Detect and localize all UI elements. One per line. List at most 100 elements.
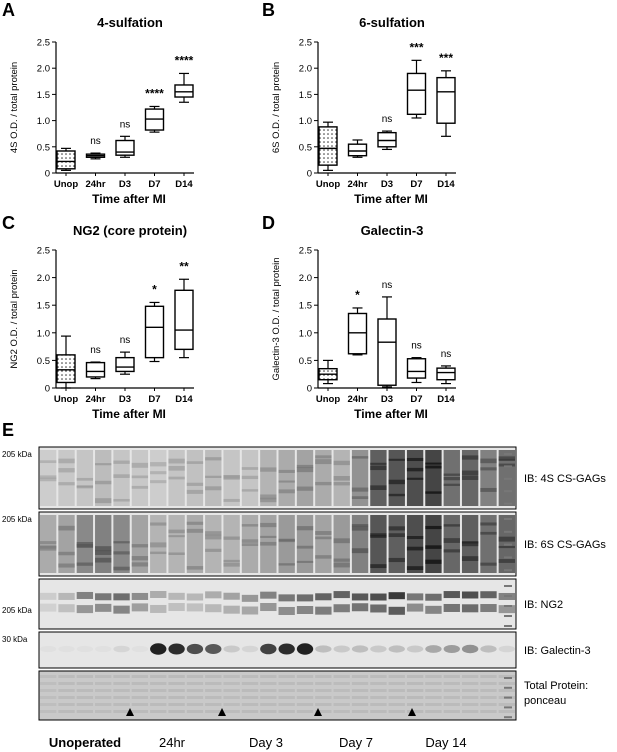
blot-band xyxy=(205,591,222,599)
blot-lane xyxy=(95,450,112,506)
blot-band xyxy=(205,682,222,685)
blot-band xyxy=(296,682,314,685)
y-tick-label: 2.5 xyxy=(37,246,50,257)
blot-row-frame xyxy=(38,578,517,630)
blot-band xyxy=(131,645,149,653)
blot-band xyxy=(388,682,405,685)
blot-band xyxy=(95,682,112,685)
blot-group-label: 24hr xyxy=(159,735,186,750)
blot-band xyxy=(241,675,259,678)
blot-band xyxy=(278,703,295,706)
blot-band xyxy=(223,562,240,567)
blot-band xyxy=(40,675,57,678)
blot-band xyxy=(260,696,277,699)
blot-band xyxy=(461,682,479,685)
blot-band xyxy=(223,645,240,653)
blot-band xyxy=(223,475,240,480)
blot-band xyxy=(480,675,497,678)
blot-band xyxy=(150,604,167,613)
blot-band xyxy=(498,682,515,685)
blot-band xyxy=(40,545,57,549)
blot-band xyxy=(168,682,185,685)
blot-band xyxy=(461,696,479,699)
blot-band xyxy=(205,644,222,654)
x-tick-label: Unop xyxy=(316,179,340,190)
blot-band xyxy=(333,460,350,466)
blot-band xyxy=(480,458,497,464)
blot-band xyxy=(260,675,277,678)
blot-band xyxy=(186,703,204,706)
blot-band xyxy=(150,542,167,548)
blot-band xyxy=(113,474,130,478)
blot-band xyxy=(223,682,240,685)
blot-band xyxy=(406,477,424,480)
blot-band xyxy=(351,548,369,554)
box-unop xyxy=(318,126,338,166)
blot-group-label: Day 7 xyxy=(339,735,373,750)
blot-band xyxy=(205,710,222,713)
blot-band xyxy=(260,710,277,713)
molecular-weight-marker: 30 kDa xyxy=(2,635,28,644)
blot-band xyxy=(241,606,259,615)
x-tick-label: 24hr xyxy=(85,394,105,405)
y-tick-label: 1.0 xyxy=(37,328,50,339)
blot-lane xyxy=(113,515,130,573)
blot-band xyxy=(296,696,314,699)
box-24hr xyxy=(85,361,106,378)
blot-band xyxy=(333,558,350,562)
blot-band xyxy=(315,710,332,713)
molecular-weight-marker: 205 kDa xyxy=(2,450,32,459)
blot-band xyxy=(260,497,277,503)
blot-band xyxy=(168,696,185,699)
blot-band xyxy=(498,605,515,614)
x-tick-label: D3 xyxy=(119,394,131,405)
blot-band xyxy=(241,467,259,470)
blot-band xyxy=(351,487,369,492)
blot-band xyxy=(315,689,332,692)
ladder-band xyxy=(504,465,512,468)
blot-lane xyxy=(95,515,112,573)
blot-band xyxy=(443,538,460,543)
group-divider xyxy=(408,708,416,716)
blot-band xyxy=(241,594,259,602)
blot-band xyxy=(40,592,57,600)
blot-band xyxy=(260,682,277,685)
blot-band xyxy=(76,562,94,566)
blot-band xyxy=(388,710,405,713)
blot-band xyxy=(480,696,497,699)
blot-band xyxy=(480,645,497,653)
blot-band xyxy=(205,689,222,692)
blot-band xyxy=(498,545,515,549)
blot-band xyxy=(296,464,314,469)
blot-band xyxy=(241,703,259,706)
blot-band xyxy=(351,689,369,692)
blot-band xyxy=(113,498,130,502)
blot-band xyxy=(480,522,497,526)
blot-band xyxy=(425,710,442,713)
blot-band xyxy=(333,696,350,699)
blot-band xyxy=(150,710,167,713)
blot-band xyxy=(498,456,515,461)
blot-band xyxy=(260,703,277,706)
ladder-band xyxy=(504,453,512,455)
blot-band xyxy=(186,710,204,713)
x-tick-label: D14 xyxy=(175,394,193,405)
y-tick-label: 1.5 xyxy=(299,90,312,101)
significance-label: ns xyxy=(90,136,101,147)
blot-band xyxy=(351,675,369,678)
blot-band xyxy=(461,604,479,613)
y-tick-label: 1.0 xyxy=(37,116,50,127)
y-axis-label: 6S O.D. / total protein xyxy=(271,62,282,153)
blot-band xyxy=(95,480,112,485)
blot-band xyxy=(260,591,277,599)
blot-band xyxy=(406,593,424,601)
blot-lane xyxy=(278,450,295,506)
y-tick-label: 2.0 xyxy=(299,273,312,284)
blot-lane xyxy=(388,515,405,573)
blot-band xyxy=(315,593,332,601)
blot-band xyxy=(40,477,57,482)
blot-band xyxy=(406,689,424,692)
blot-band xyxy=(388,645,405,653)
y-axis-label: Galectin-3 O.D. / total protein xyxy=(271,257,282,380)
blot-band xyxy=(260,467,277,472)
